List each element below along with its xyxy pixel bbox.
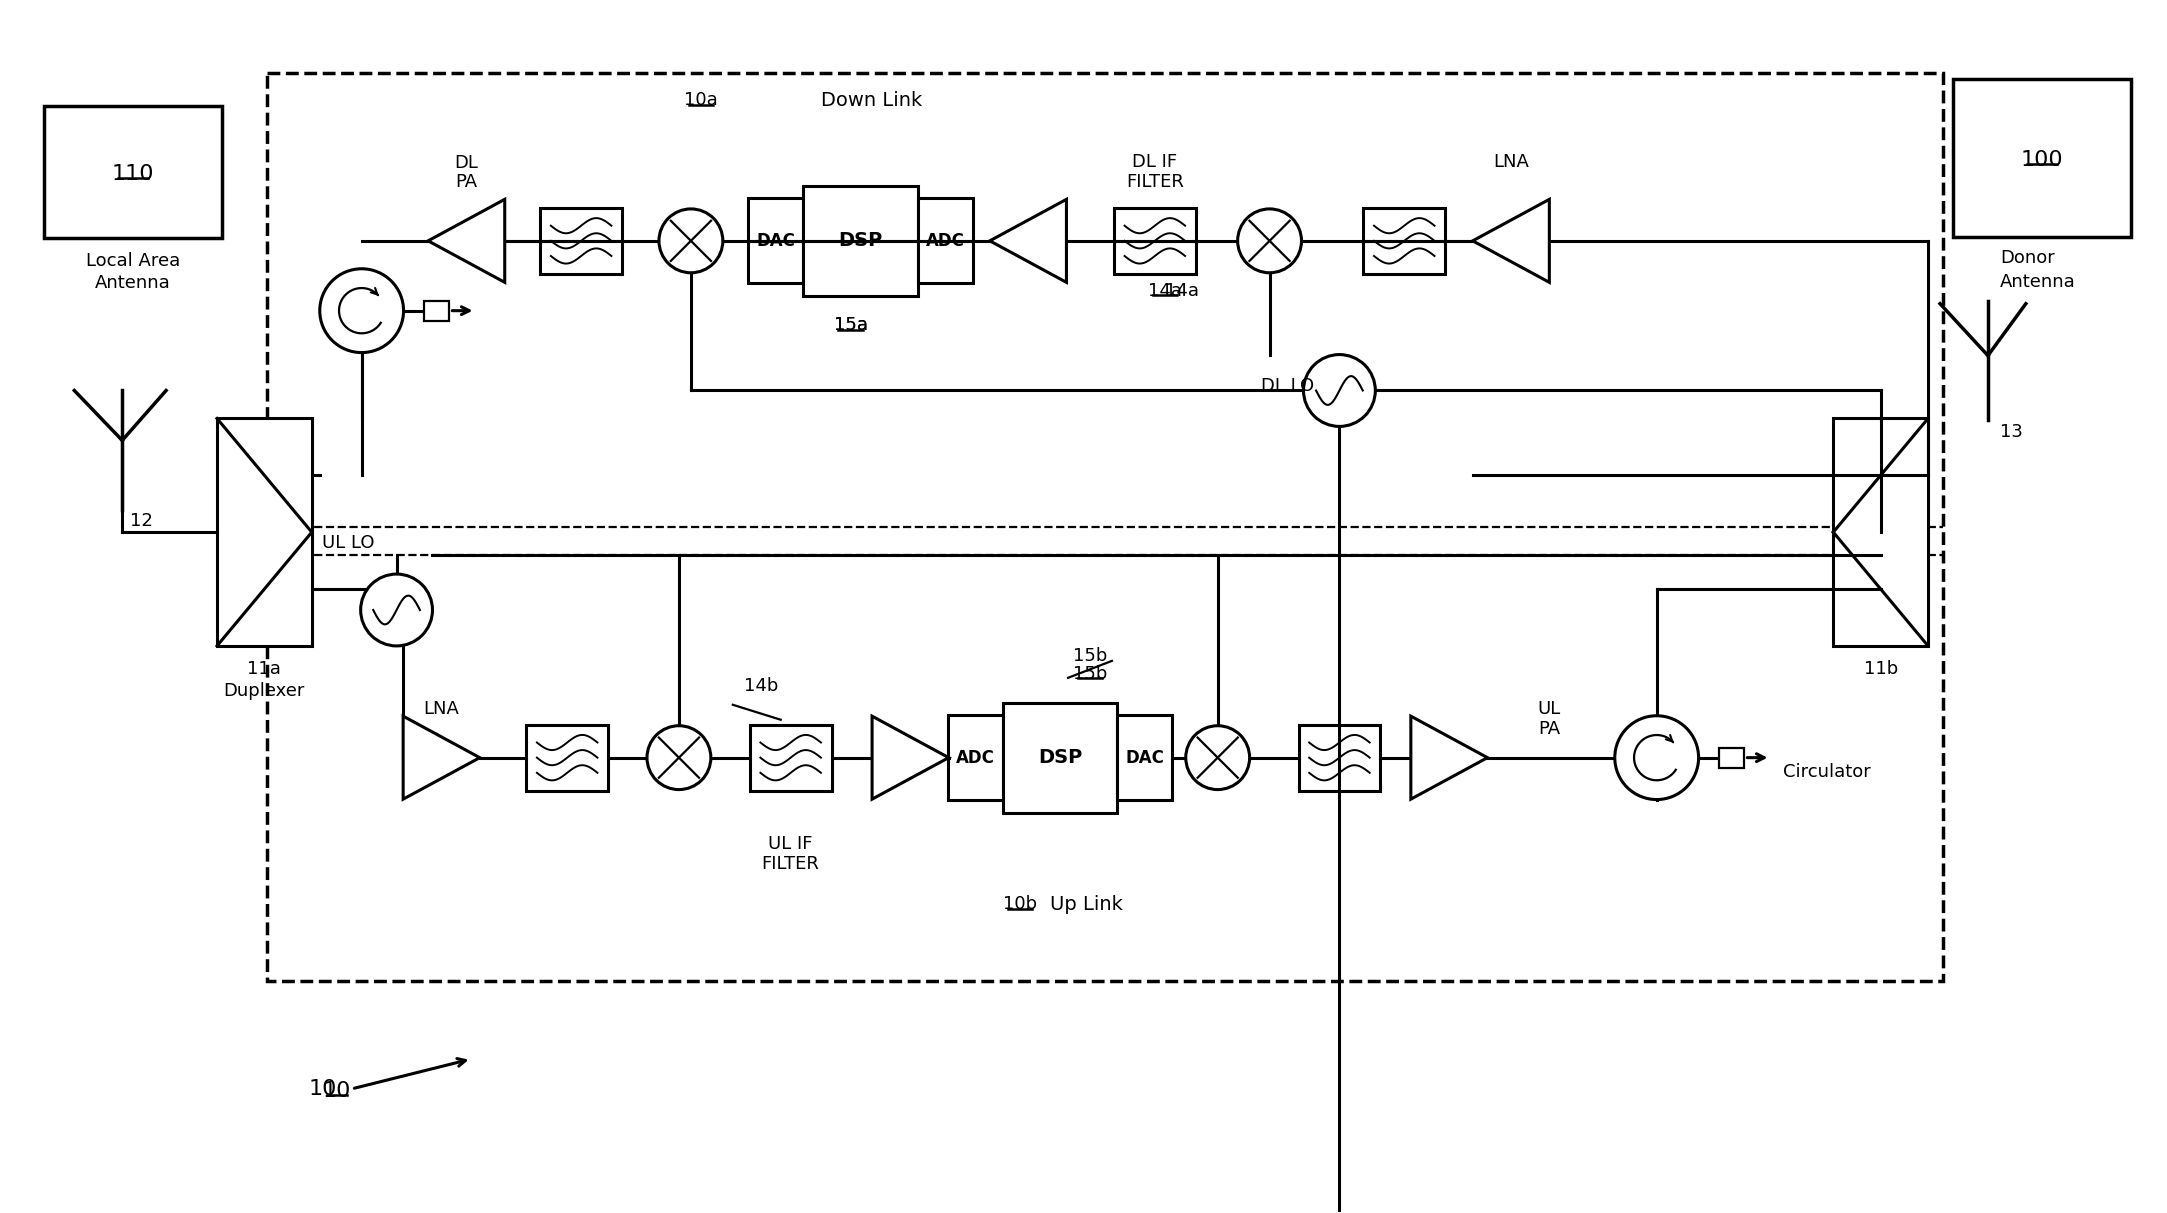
Text: 14a: 14a — [1149, 281, 1181, 300]
Text: DL IF: DL IF — [1133, 153, 1177, 171]
Bar — [919, 199, 973, 284]
Bar — [1363, 207, 1445, 274]
Text: PA: PA — [1539, 719, 1560, 738]
Bar — [748, 199, 804, 284]
Text: Antenna: Antenna — [2000, 273, 2076, 291]
Bar — [1003, 702, 1118, 813]
Text: 11b: 11b — [1864, 660, 1898, 678]
Text: UL LO: UL LO — [321, 534, 375, 552]
Text: 14a: 14a — [1166, 281, 1198, 300]
Text: Antenna: Antenna — [95, 274, 171, 292]
Bar — [43, 107, 221, 238]
Text: UL: UL — [1536, 700, 1560, 718]
Bar — [1114, 207, 1196, 274]
Text: Donor: Donor — [2000, 249, 2054, 267]
Text: 110: 110 — [113, 164, 154, 184]
Text: 13: 13 — [2000, 423, 2022, 442]
Bar — [947, 716, 1003, 801]
Text: Up Link: Up Link — [1051, 895, 1123, 915]
Text: UL IF: UL IF — [769, 836, 813, 854]
Circle shape — [321, 269, 403, 353]
Text: PA: PA — [455, 173, 477, 190]
Text: 15b: 15b — [1073, 647, 1107, 665]
Circle shape — [1614, 716, 1699, 799]
Text: LNA: LNA — [1493, 153, 1530, 171]
Text: 14b: 14b — [743, 677, 778, 695]
Text: DAC: DAC — [1125, 748, 1164, 767]
Bar — [1718, 747, 1744, 768]
Bar — [527, 724, 609, 791]
Polygon shape — [871, 716, 949, 799]
Text: 100: 100 — [2020, 150, 2063, 170]
Polygon shape — [429, 199, 505, 283]
Text: Duplexer: Duplexer — [223, 682, 306, 700]
Text: 15a: 15a — [834, 315, 867, 334]
Text: 12: 12 — [130, 512, 154, 530]
Text: FILTER: FILTER — [1127, 173, 1183, 190]
Bar — [804, 186, 919, 296]
Text: DSP: DSP — [1038, 748, 1081, 767]
Circle shape — [659, 209, 724, 273]
Circle shape — [648, 725, 711, 790]
Bar — [750, 724, 832, 791]
Bar — [267, 73, 1944, 981]
Bar — [1833, 418, 1929, 645]
Polygon shape — [1411, 716, 1487, 799]
Text: Down Link: Down Link — [821, 91, 921, 110]
Polygon shape — [990, 199, 1066, 283]
Text: 10: 10 — [323, 1081, 351, 1101]
Text: DAC: DAC — [756, 232, 795, 250]
Text: ADC: ADC — [956, 748, 995, 767]
Text: 10b: 10b — [1003, 895, 1038, 913]
Text: 15a: 15a — [834, 315, 867, 334]
Text: 10: 10 — [308, 1078, 336, 1099]
Text: 15b: 15b — [1073, 665, 1107, 683]
Bar — [1952, 79, 2130, 237]
Text: ADC: ADC — [925, 232, 964, 250]
Bar — [217, 418, 312, 645]
Text: DL: DL — [455, 154, 479, 172]
Text: DSP: DSP — [839, 232, 882, 250]
Bar — [423, 301, 449, 320]
Text: 10a: 10a — [685, 91, 717, 109]
Bar — [1118, 716, 1172, 801]
Polygon shape — [403, 716, 479, 799]
Text: FILTER: FILTER — [763, 855, 819, 873]
Bar — [540, 207, 622, 274]
Bar — [1298, 724, 1380, 791]
Circle shape — [1305, 354, 1376, 427]
Circle shape — [360, 574, 433, 645]
Text: 11a: 11a — [247, 660, 282, 678]
Text: DL LO: DL LO — [1261, 376, 1313, 394]
Text: LNA: LNA — [423, 700, 459, 718]
Circle shape — [1185, 725, 1250, 790]
Text: Local Area: Local Area — [87, 252, 180, 269]
Polygon shape — [1474, 199, 1549, 283]
Circle shape — [1237, 209, 1302, 273]
Text: Circulator: Circulator — [1783, 763, 1870, 781]
